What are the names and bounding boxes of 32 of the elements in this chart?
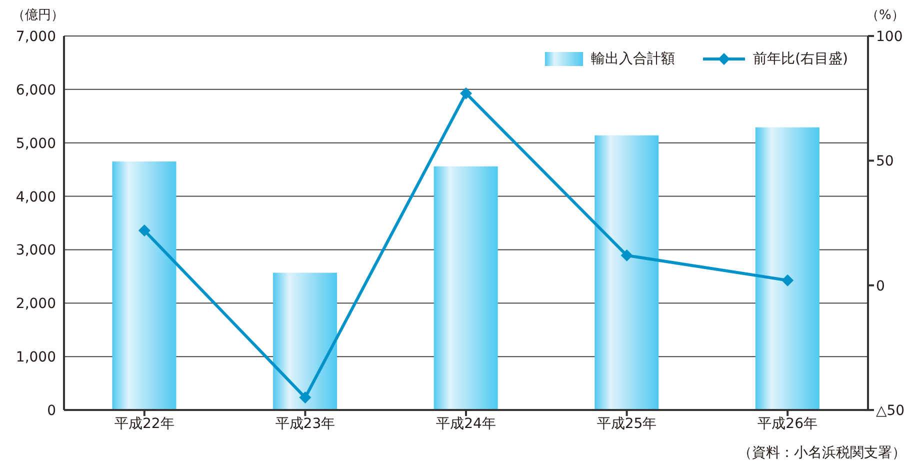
y2-tick-label: △50 bbox=[876, 402, 905, 419]
bar bbox=[112, 162, 176, 410]
x-tick-label: 平成24年 bbox=[436, 416, 496, 432]
y-tick-label: 2,000 bbox=[16, 296, 56, 312]
bar bbox=[755, 127, 820, 410]
x-tick-label: 平成25年 bbox=[596, 416, 657, 432]
bar bbox=[594, 135, 659, 410]
x-tick-label: 平成22年 bbox=[114, 416, 174, 432]
x-tick-label: 平成23年 bbox=[275, 416, 336, 432]
y2-tick-label: 100 bbox=[876, 28, 903, 45]
point bbox=[620, 249, 633, 262]
y2-axis-title: （%） bbox=[866, 7, 904, 24]
x-tick-label: 平成26年 bbox=[758, 416, 818, 432]
point bbox=[299, 392, 312, 404]
y2-tick-label: 0 bbox=[876, 278, 885, 294]
text: （資料：小名浜税関支署） bbox=[738, 444, 906, 462]
bar bbox=[434, 166, 498, 410]
y-tick-label: 4,000 bbox=[16, 189, 56, 206]
point bbox=[138, 224, 150, 236]
y-tick-label: 5,000 bbox=[16, 136, 56, 152]
y-tick-label: 1,000 bbox=[16, 350, 56, 366]
y2-tick-label: 50 bbox=[876, 154, 894, 170]
y-tick-label: 3,000 bbox=[16, 242, 56, 259]
point bbox=[782, 274, 794, 286]
bar bbox=[273, 272, 338, 410]
y-tick-label: 6,000 bbox=[16, 82, 56, 98]
y-tick-label: 0 bbox=[47, 402, 56, 419]
y-axis-title: （億円） bbox=[12, 7, 64, 24]
y-tick-label: 7,000 bbox=[16, 28, 56, 45]
legend-label: 輸出入合計額 bbox=[591, 50, 676, 68]
point bbox=[460, 87, 472, 100]
legend-label: 前年比(右目盛) bbox=[753, 50, 848, 68]
